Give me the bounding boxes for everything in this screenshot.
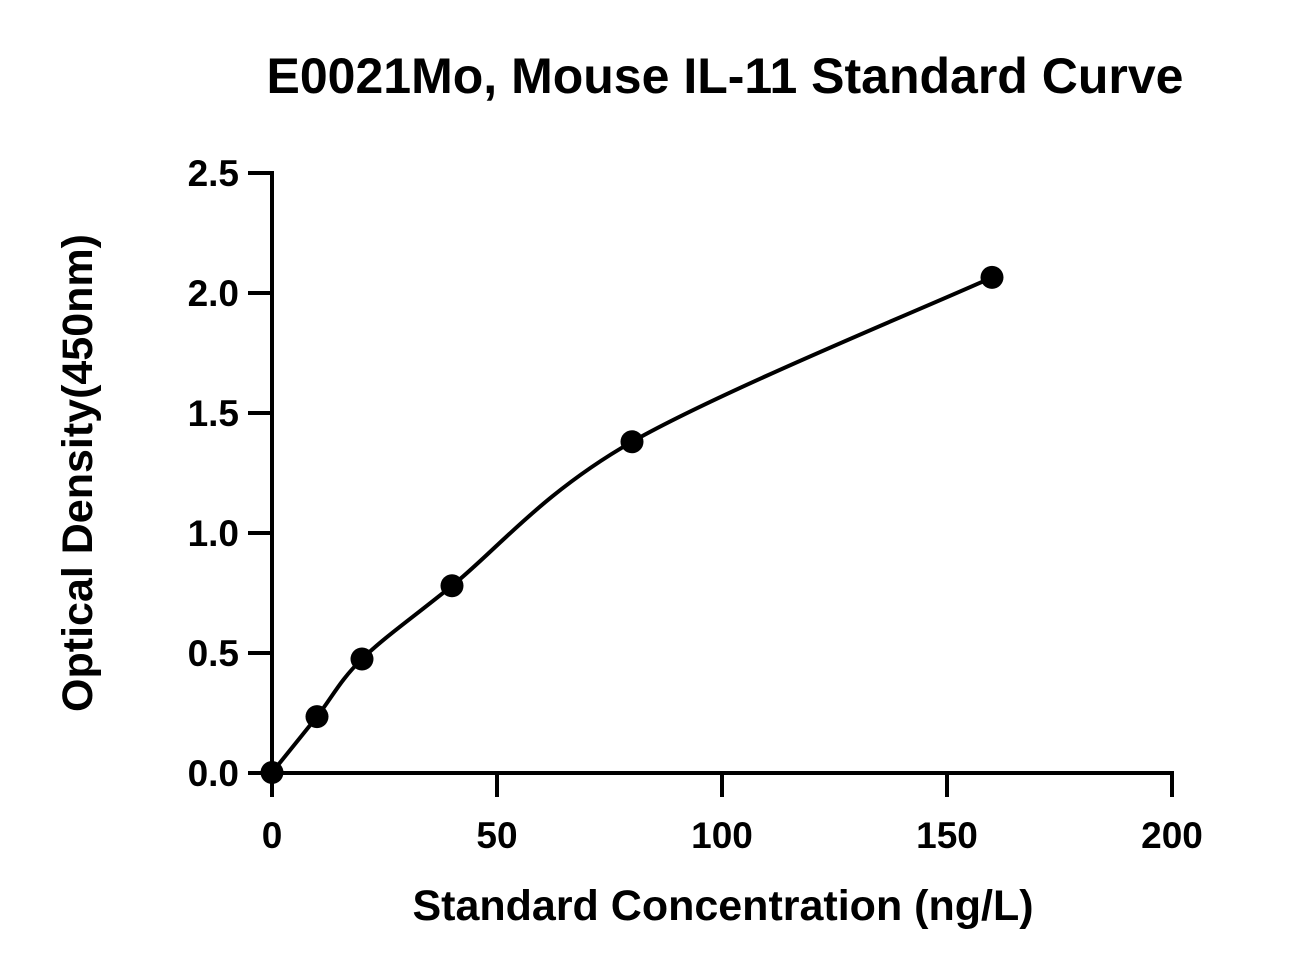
- data-point: [305, 705, 329, 729]
- data-point: [620, 430, 644, 454]
- x-tick-label: 100: [691, 815, 753, 856]
- x-tick-label: 0: [262, 815, 283, 856]
- y-tick-label: 0.0: [188, 753, 239, 794]
- data-point: [980, 265, 1004, 289]
- x-tick-label: 200: [1141, 815, 1203, 856]
- x-axis-label: Standard Concentration (ng/L): [412, 882, 1033, 930]
- y-tick-label: 2.5: [188, 153, 239, 194]
- y-tick-label: 0.5: [188, 633, 239, 674]
- fit-curve: [270, 275, 994, 775]
- y-tick-label: 1.5: [188, 393, 239, 434]
- x-tick-label: 50: [476, 815, 517, 856]
- y-tick-label: 1.0: [188, 513, 239, 554]
- data-point: [260, 761, 284, 785]
- data-point: [440, 574, 464, 598]
- y-axis-label: Optical Density(450nm): [54, 234, 102, 712]
- data-point: [350, 647, 374, 671]
- x-tick-label: 150: [916, 815, 978, 856]
- axes: 0.0 0.5 1.0 1.5 2.0 2.5 0 50 100 150 200: [188, 153, 1203, 856]
- y-tick-label: 2.0: [188, 273, 239, 314]
- data-points-layer: [260, 265, 1004, 785]
- fit-curve-layer: [270, 275, 994, 775]
- chart-title: E0021Mo, Mouse IL-11 Standard Curve: [267, 48, 1184, 104]
